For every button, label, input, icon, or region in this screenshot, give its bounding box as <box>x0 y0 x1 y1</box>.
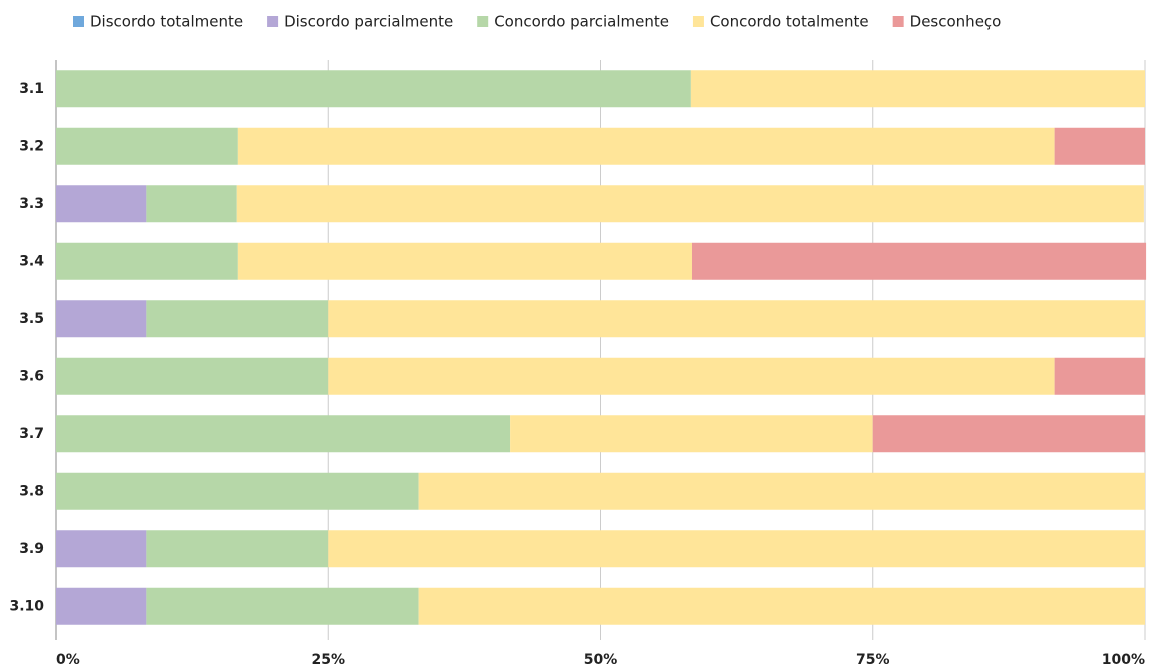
bar-segment <box>56 415 511 453</box>
legend-swatch <box>892 16 904 27</box>
bar-segment <box>691 242 1147 280</box>
y-tick-label: 3.4 <box>19 253 44 269</box>
y-tick-label: 3.1 <box>19 81 44 97</box>
x-tick-label: 100% <box>1102 652 1145 668</box>
y-tick-label: 3.10 <box>9 598 44 614</box>
bar-segment <box>146 185 237 223</box>
y-tick-label: 3.9 <box>19 541 44 557</box>
bar-segment <box>56 242 238 280</box>
bar-segment <box>418 587 1146 625</box>
bar-segment <box>690 70 1145 108</box>
bar-segment <box>146 300 329 338</box>
bar-segment <box>56 587 147 625</box>
bar-segment <box>56 357 329 395</box>
legend-swatch <box>477 16 489 27</box>
x-tick-label: 25% <box>311 652 345 668</box>
bar-segment <box>236 185 1144 223</box>
bar-segment <box>510 415 873 453</box>
legend-label: Desconheço <box>910 13 1002 31</box>
x-tick-label: 50% <box>584 652 618 668</box>
bar-segment <box>237 127 1055 165</box>
legend-swatch <box>73 16 84 27</box>
bar-segment <box>56 70 691 108</box>
bar-segment <box>56 185 147 223</box>
bar-segment <box>56 127 238 165</box>
legend-swatch <box>692 16 704 27</box>
bar-segment <box>237 242 692 280</box>
y-tick-label: 3.3 <box>19 196 44 212</box>
legend-label: Discordo totalmente <box>90 13 243 31</box>
bar-segment <box>328 357 1055 395</box>
y-tick-label: 3.5 <box>19 311 44 327</box>
legend-label: Concordo totalmente <box>710 13 869 31</box>
legend-label: Concordo parcialmente <box>494 13 669 31</box>
y-tick-label: 3.8 <box>19 483 44 499</box>
bar-segment <box>1054 357 1145 395</box>
legend-label: Discordo parcialmente <box>284 13 453 31</box>
bar-segment <box>146 587 419 625</box>
y-tick-label: 3.6 <box>19 368 44 384</box>
bar-segment <box>328 530 1145 568</box>
bar-segment <box>146 530 329 568</box>
bar-segment <box>56 530 147 568</box>
y-tick-label: 3.7 <box>19 426 44 442</box>
bar-segment <box>328 300 1145 338</box>
bar-segment <box>418 472 1146 510</box>
bar-segment <box>56 300 147 338</box>
bar-segment <box>56 472 419 510</box>
bar-segment <box>1054 127 1145 165</box>
bar-segment <box>872 415 1145 453</box>
y-tick-label: 3.2 <box>19 138 44 154</box>
x-tick-label: 75% <box>856 652 890 668</box>
x-tick-label: 0% <box>56 652 80 668</box>
legend-swatch <box>267 16 279 27</box>
